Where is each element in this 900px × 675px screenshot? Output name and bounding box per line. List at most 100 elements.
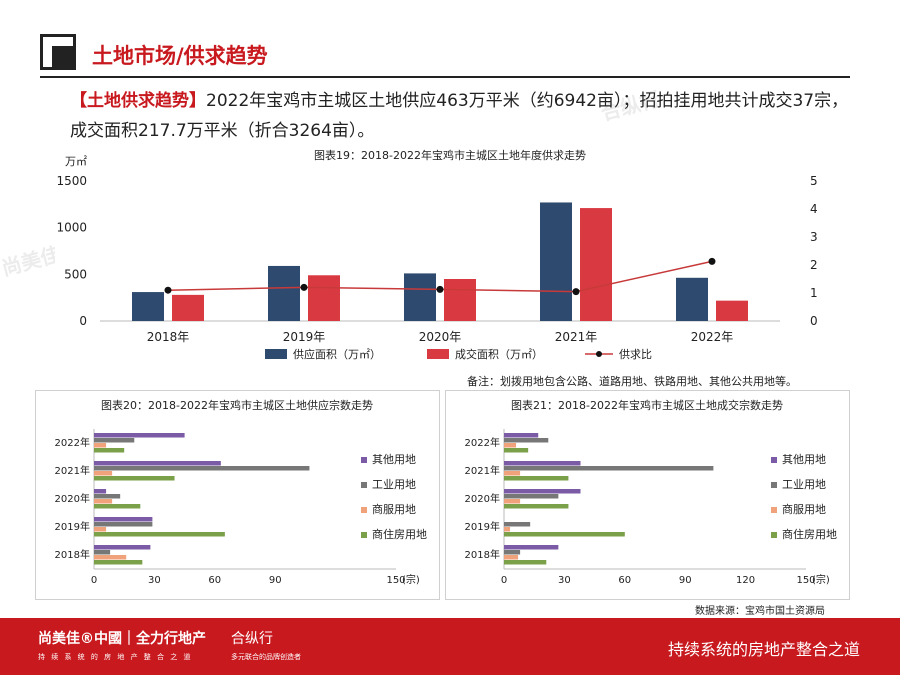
y-tick-label: 1500 — [56, 174, 87, 188]
bar-industrial — [504, 438, 549, 443]
data-source: 数据来源：宝鸡市国土资源局 — [695, 606, 825, 617]
y-tick-label: 2019年 — [465, 520, 500, 533]
y-tick-label: 500 — [64, 267, 87, 281]
x-tick-label: 90 — [679, 575, 692, 586]
bar-industrial — [504, 494, 559, 499]
x-tick-label: 150 — [386, 575, 405, 586]
bar-commercial — [94, 499, 113, 504]
bar-residential — [504, 476, 569, 481]
legend-label: 商服用地 — [372, 502, 416, 516]
bar-deal — [580, 208, 612, 321]
bar-commercial — [504, 499, 521, 504]
ratio-point — [436, 285, 444, 293]
bar-residential — [94, 532, 225, 537]
bar-deal — [172, 294, 204, 321]
header-square-icon — [40, 34, 78, 72]
bar-supply — [132, 292, 164, 321]
ratio-point — [300, 283, 308, 291]
bar-residential — [94, 476, 175, 481]
y-tick-label: 2021年 — [55, 464, 90, 477]
legend-label: 商住房用地 — [372, 527, 427, 541]
legend-swatch — [771, 482, 777, 488]
bar-commercial — [504, 471, 521, 476]
legend-swatch — [361, 457, 367, 463]
legend-swatch-deal — [427, 349, 449, 359]
intro-text: 2022年宝鸡市主城区土地供应463万平米（约6942亩）；招拍挂用地共计成交3… — [70, 91, 849, 141]
x-tick-label: 0 — [501, 575, 507, 586]
bar-residential — [504, 504, 569, 509]
x-tick-label: 2019年 — [283, 330, 326, 344]
bar-industrial — [94, 494, 121, 499]
bar-residential — [504, 560, 547, 565]
ratio-point — [708, 257, 716, 265]
title-divider — [40, 76, 850, 78]
x-tick-label: 120 — [736, 575, 755, 586]
footer-brand: 尚美佳®中國｜全力行地产 — [38, 631, 206, 647]
page-title: 土地市场/供求趋势 — [92, 44, 268, 68]
legend-label: 工业用地 — [372, 478, 416, 491]
y-tick-label: 1000 — [56, 221, 87, 235]
legend-swatch — [361, 532, 367, 538]
bar-commercial — [504, 555, 519, 560]
legend-swatch — [361, 507, 367, 513]
chart-note: 备注：划拨用地包含公路、道路用地、铁路用地、其他公共用地等。 — [467, 375, 797, 388]
legend-swatch-supply — [265, 349, 287, 359]
legend-swatch — [771, 457, 777, 463]
legend-swatch — [361, 482, 367, 488]
x-tick-label: 60 — [208, 575, 221, 586]
x-tick-label: 90 — [269, 575, 282, 586]
x-tick-label: 30 — [558, 575, 571, 586]
bar-industrial — [504, 522, 531, 527]
footer-bar: 尚美佳®中國｜全力行地产 持 续 系 统 的 房 地 产 整 合 之 道 合纵行… — [0, 618, 900, 675]
bar-residential — [94, 504, 141, 509]
x-tick-label: 2020年 — [419, 330, 462, 344]
x-tick-label: 2018年 — [147, 330, 190, 344]
y-axis-unit: 万㎡ — [65, 155, 87, 168]
legend-label-ratio: 供求比 — [619, 347, 652, 361]
bar-industrial — [94, 550, 111, 555]
intro-paragraph: 【土地供求趋势】2022年宝鸡市主城区土地供应463万平米（约6942亩）；招拍… — [70, 86, 860, 146]
bar-residential — [504, 532, 625, 537]
bar-supply — [676, 277, 708, 321]
x-tick-label: 30 — [148, 575, 161, 586]
y-tick-label: 2022年 — [465, 436, 500, 449]
bar-other — [94, 545, 151, 550]
y2-tick-label: 2 — [810, 258, 818, 272]
bar-industrial — [94, 466, 310, 471]
bar-other — [504, 433, 539, 438]
bar-other — [94, 517, 153, 522]
x-tick-label: 2021年 — [555, 330, 598, 344]
bar-commercial — [504, 443, 517, 448]
x-axis-unit: (宗) — [812, 573, 830, 586]
bar-supply — [540, 202, 572, 321]
x-tick-label: 2022年 — [691, 330, 734, 344]
chart-20: 图表20：2018-2022年宝鸡市主城区土地供应宗数走势 0 30 60 90 150(… — [55, 398, 427, 586]
bar-commercial — [504, 527, 511, 532]
chart-title: 图表19：2018-2022年宝鸡市主城区土地年度供求走势 — [314, 148, 586, 162]
footer-brand-sub: 持 续 系 统 的 房 地 产 整 合 之 道 — [38, 653, 193, 661]
bar-supply — [268, 265, 300, 321]
y2-tick-label: 5 — [810, 174, 818, 188]
chart-panel-21: 图表21：2018-2022年宝鸡市主城区土地成交宗数走势 0 30 60 90 120 1… — [445, 390, 850, 600]
x-tick-label: 150 — [796, 575, 815, 586]
footer-brand2-sub: 多元联合的品牌创造者 — [231, 653, 301, 661]
bar-industrial — [504, 550, 521, 555]
legend-label-supply: 供应面积（万㎡） — [293, 347, 381, 361]
bar-residential — [94, 560, 143, 565]
bar-other — [94, 489, 107, 494]
chart-panel-19: 图表19：2018-2022年宝鸡市主城区土地年度供求走势万㎡ 0 500 1000 1… — [55, 143, 845, 371]
y-tick-label: 2021年 — [465, 464, 500, 477]
y2-tick-label: 0 — [810, 314, 818, 328]
chart-panel-20: 图表20：2018-2022年宝鸡市主城区土地供应宗数走势 0 30 60 90 150(… — [35, 390, 440, 600]
legend-label-deal: 成交面积（万㎡） — [455, 347, 543, 361]
bar-other — [94, 461, 221, 466]
legend-point-ratio — [596, 351, 602, 357]
y-tick-label: 2018年 — [55, 548, 90, 561]
legend-label: 工业用地 — [782, 478, 826, 491]
chart-title: 图表21：2018-2022年宝鸡市主城区土地成交宗数走势 — [511, 398, 783, 412]
y2-tick-label: 4 — [810, 202, 818, 216]
bar-deal — [444, 279, 476, 321]
y-tick-label: 0 — [79, 314, 87, 328]
bar-industrial — [94, 438, 135, 443]
